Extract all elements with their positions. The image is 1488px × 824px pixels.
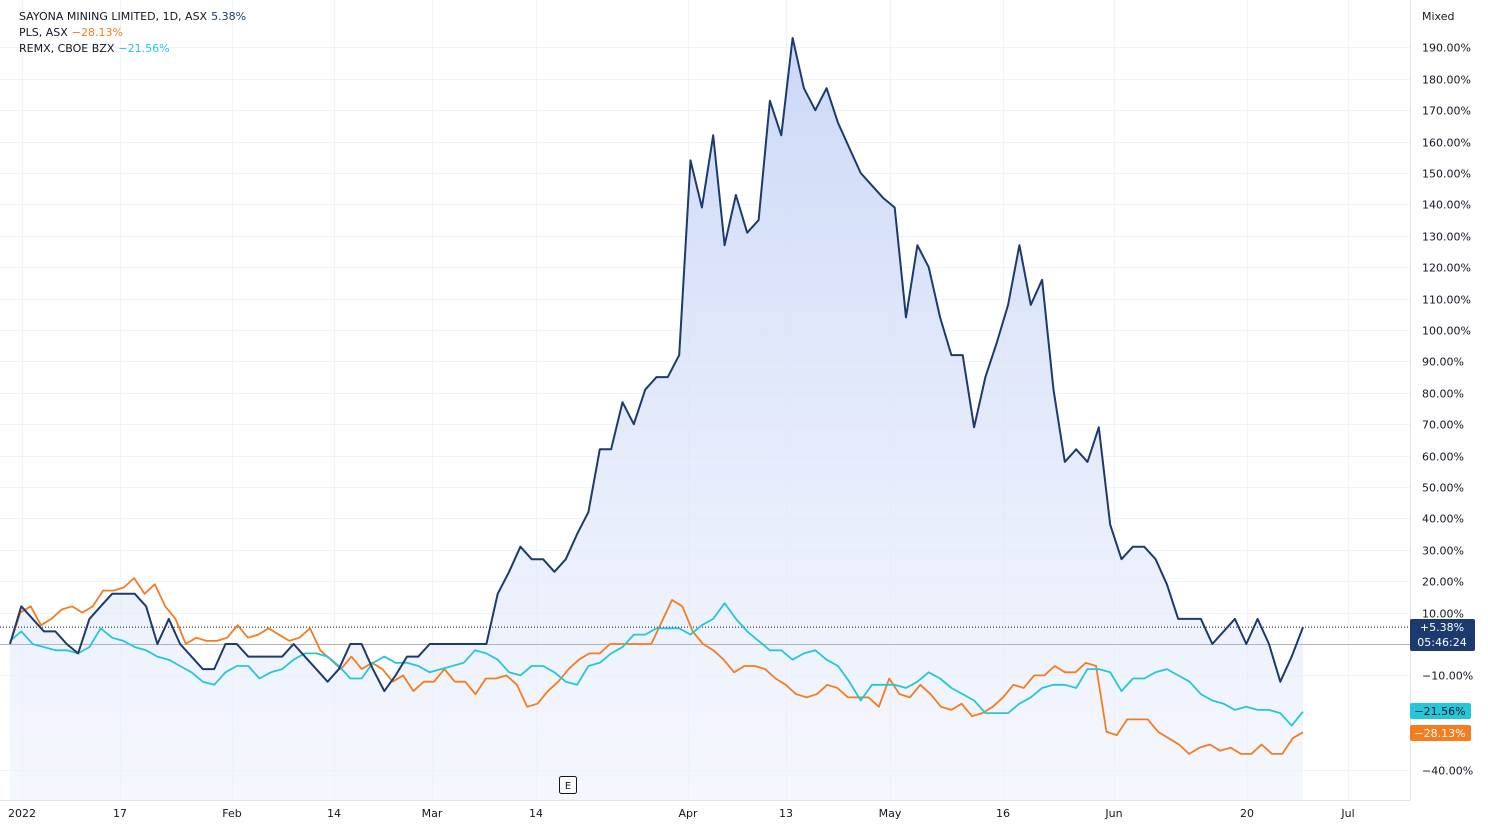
pls-series-line [9, 577, 1304, 755]
y-tick-label: 140.00% [1422, 199, 1471, 212]
x-tick-label: 14 [327, 807, 341, 820]
legend-value-remx: −21.56% [118, 42, 170, 55]
legend-row-pls[interactable]: PLS, ASX −28.13% [19, 25, 246, 41]
y-tick-label: 100.00% [1422, 325, 1471, 338]
legend-label-remx: REMX, CBOE BZX [19, 42, 115, 55]
y-tick-label: 110.00% [1422, 294, 1471, 307]
legend-value-sayona: 5.38% [211, 10, 247, 23]
pls-badge-value: −28.13% [1414, 727, 1465, 740]
x-tick-label: Mar [422, 807, 443, 820]
sayona-area-path [10, 38, 1303, 800]
x-tick-label: Jun [1104, 807, 1122, 820]
sayona-badge-time: 05:46:24 [1417, 636, 1466, 649]
y-tick-label: 60.00% [1422, 451, 1464, 464]
y-tick-label: 160.00% [1422, 137, 1471, 150]
y-tick-label: −40.00% [1422, 765, 1473, 778]
sayona-value-badge: +5.38% 05:46:24 [1410, 619, 1475, 651]
legend-row-sayona[interactable]: SAYONA MINING LIMITED, 1D, ASX 5.38% [19, 9, 246, 25]
y-tick-label: 130.00% [1422, 231, 1471, 244]
scale-mode-label[interactable]: Mixed [1422, 10, 1454, 23]
y-tick-label: 70.00% [1422, 419, 1464, 432]
y-tick-label: −10.00% [1422, 670, 1473, 683]
y-tick-label: 10.00% [1422, 608, 1464, 621]
legend-label-sayona: SAYONA MINING LIMITED, 1D, ASX [19, 10, 208, 23]
earnings-marker[interactable]: E [559, 776, 577, 794]
x-tick-label: Feb [222, 807, 241, 820]
y-tick-label: 170.00% [1422, 105, 1471, 118]
y-tick-label: 180.00% [1422, 74, 1471, 87]
x-tick-label: 2022 [8, 807, 36, 820]
x-tick-label: 13 [779, 807, 793, 820]
x-tick-label: 14 [529, 807, 543, 820]
series-lines [9, 37, 1304, 755]
legend-row-remx[interactable]: REMX, CBOE BZX −21.56% [19, 41, 246, 57]
x-tick-label: Jul [1340, 807, 1354, 820]
earnings-marker-label: E [565, 781, 571, 792]
time-axis[interactable]: 2022 17 Feb 14 Mar 14 Apr 13 May 16 Jun 20 Jul [8, 807, 1355, 820]
y-tick-label: 120.00% [1422, 262, 1471, 275]
remx-value-badge: −21.56% [1410, 703, 1471, 719]
value-badges: +5.38% 05:46:24 −21.56% −28.13% [1410, 619, 1475, 741]
chart-legend: SAYONA MINING LIMITED, 1D, ASX 5.38% PLS,… [19, 9, 246, 57]
x-tick-label: Apr [678, 807, 698, 820]
sayona-badge-value: +5.38% [1420, 621, 1464, 634]
sayona-series-line [9, 37, 1304, 693]
y-tick-label: 50.00% [1422, 482, 1464, 495]
legend-label-pls: PLS, ASX [19, 26, 68, 39]
y-tick-label: 20.00% [1422, 576, 1464, 589]
x-tick-label: 20 [1240, 807, 1254, 820]
sayona-area-fill [10, 38, 1303, 800]
remx-badge-value: −21.56% [1414, 705, 1465, 718]
remx-series-line [9, 602, 1304, 727]
x-tick-label: 17 [113, 807, 127, 820]
price-axis[interactable]: 190.00% 180.00% 170.00% 160.00% 150.00% 140.0… [1422, 42, 1473, 778]
x-tick-label: May [879, 807, 902, 820]
y-tick-label: 90.00% [1422, 356, 1464, 369]
y-tick-label: 150.00% [1422, 168, 1471, 181]
y-tick-label: 30.00% [1422, 545, 1464, 558]
y-tick-label: 40.00% [1422, 513, 1464, 526]
pls-value-badge: −28.13% [1410, 725, 1471, 741]
y-tick-label: 80.00% [1422, 388, 1464, 401]
legend-value-pls: −28.13% [71, 26, 123, 39]
y-tick-label: 190.00% [1422, 42, 1471, 55]
x-tick-label: 16 [996, 807, 1010, 820]
